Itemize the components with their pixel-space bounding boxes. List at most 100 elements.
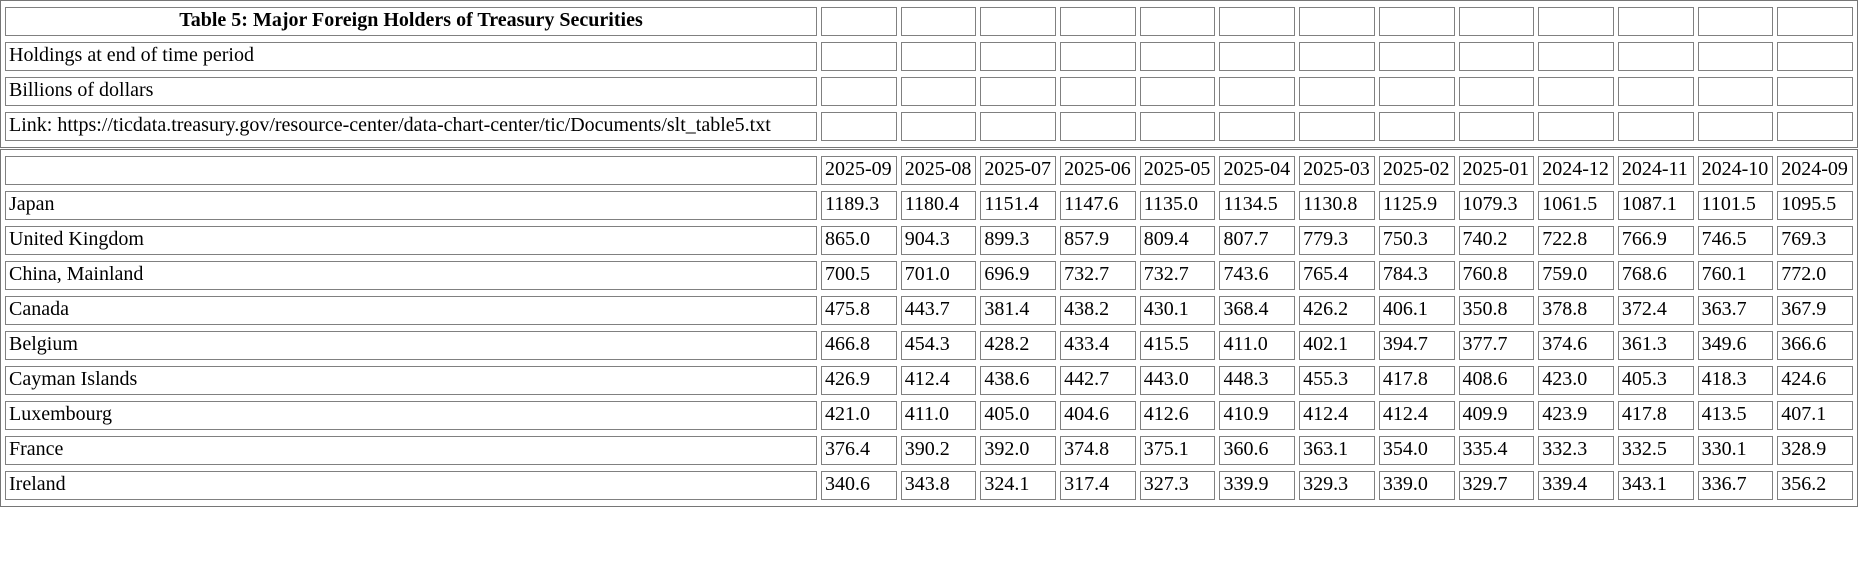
value-cell: 339.4: [1538, 471, 1614, 500]
value-cell: 374.8: [1060, 436, 1136, 465]
table-row: Belgium 466.8 454.3 428.2 433.4 415.5 411.0 402…: [5, 331, 1853, 360]
empty-cell: [980, 77, 1057, 106]
value-cell: 1125.9: [1378, 191, 1455, 220]
row-label: China, Mainland: [5, 261, 817, 290]
empty-cell: [1378, 42, 1455, 71]
column-header: 2024-10: [1697, 156, 1774, 185]
column-header: 2025-01: [1458, 156, 1535, 185]
column-header: 2025-06: [1060, 156, 1136, 185]
value-cell: 899.3: [980, 226, 1057, 255]
value-cell: 412.4: [1299, 401, 1375, 430]
units-note: Billions of dollars: [5, 77, 817, 106]
value-cell: 404.6: [1060, 401, 1136, 430]
value-cell: 412.4: [1378, 401, 1455, 430]
table-title: Table 5: Major Foreign Holders of Treasu…: [5, 7, 817, 36]
value-cell: 367.9: [1777, 296, 1853, 325]
value-cell: 378.8: [1538, 296, 1614, 325]
value-cell: 454.3: [900, 331, 977, 360]
value-cell: 701.0: [900, 261, 977, 290]
value-cell: 409.9: [1458, 401, 1535, 430]
empty-cell: [900, 112, 977, 141]
value-cell: 433.4: [1060, 331, 1136, 360]
value-cell: 772.0: [1777, 261, 1853, 290]
value-cell: 765.4: [1299, 261, 1375, 290]
value-cell: 466.8: [821, 331, 897, 360]
value-cell: 394.7: [1378, 331, 1455, 360]
empty-cell: [1378, 77, 1455, 106]
value-cell: 332.5: [1617, 436, 1694, 465]
column-header: 2025-02: [1378, 156, 1455, 185]
row-label: Japan: [5, 191, 817, 220]
empty-cell: [1139, 77, 1216, 106]
column-header: 2024-09: [1777, 156, 1853, 185]
value-cell: 356.2: [1777, 471, 1853, 500]
empty-cell: [1139, 112, 1216, 141]
value-cell: 426.9: [821, 366, 897, 395]
value-cell: 412.4: [900, 366, 977, 395]
value-cell: 336.7: [1697, 471, 1774, 500]
value-cell: 455.3: [1299, 366, 1375, 395]
empty-cell: [900, 77, 977, 106]
value-cell: 405.0: [980, 401, 1057, 430]
value-cell: 410.9: [1219, 401, 1296, 430]
empty-cell: [980, 7, 1057, 36]
empty-cell: [1697, 42, 1774, 71]
row-label: France: [5, 436, 817, 465]
empty-cell: [1299, 7, 1375, 36]
title-row: Table 5: Major Foreign Holders of Treasu…: [5, 7, 1853, 36]
value-cell: 768.6: [1617, 261, 1694, 290]
data-table: 2025-09 2025-08 2025-07 2025-06 2025-05 2025-…: [0, 149, 1858, 507]
row-label: Belgium: [5, 331, 817, 360]
value-cell: 402.1: [1299, 331, 1375, 360]
value-cell: 418.3: [1697, 366, 1774, 395]
value-cell: 722.8: [1538, 226, 1614, 255]
column-header: 2025-08: [900, 156, 977, 185]
value-cell: 857.9: [1060, 226, 1136, 255]
value-cell: 696.9: [980, 261, 1057, 290]
units-note-row: Billions of dollars: [5, 77, 1853, 106]
value-cell: 732.7: [1060, 261, 1136, 290]
value-cell: 1147.6: [1060, 191, 1136, 220]
value-cell: 330.1: [1697, 436, 1774, 465]
empty-cell: [821, 77, 897, 106]
value-cell: 1151.4: [980, 191, 1057, 220]
value-cell: 700.5: [821, 261, 897, 290]
empty-cell: [1139, 42, 1216, 71]
value-cell: 426.2: [1299, 296, 1375, 325]
link-text: Link: https://ticdata.treasury.gov/resou…: [5, 112, 817, 141]
value-cell: 1087.1: [1617, 191, 1694, 220]
value-cell: 430.1: [1139, 296, 1216, 325]
empty-cell: [821, 42, 897, 71]
value-cell: 421.0: [821, 401, 897, 430]
value-cell: 335.4: [1458, 436, 1535, 465]
row-label: Luxembourg: [5, 401, 817, 430]
table-row: Canada 475.8 443.7 381.4 438.2 430.1 368.4 426.…: [5, 296, 1853, 325]
empty-cell: [1060, 7, 1136, 36]
value-cell: 413.5: [1697, 401, 1774, 430]
empty-cell: [1697, 112, 1774, 141]
value-cell: 374.6: [1538, 331, 1614, 360]
value-cell: 423.0: [1538, 366, 1614, 395]
row-label: Canada: [5, 296, 817, 325]
value-cell: 327.3: [1139, 471, 1216, 500]
value-cell: 443.0: [1139, 366, 1216, 395]
empty-cell: [1777, 77, 1853, 106]
value-cell: 746.5: [1697, 226, 1774, 255]
empty-cell: [821, 112, 897, 141]
empty-cell: [1617, 42, 1694, 71]
value-cell: 343.8: [900, 471, 977, 500]
value-cell: 740.2: [1458, 226, 1535, 255]
empty-cell: [1060, 42, 1136, 71]
value-cell: 366.6: [1777, 331, 1853, 360]
value-cell: 375.1: [1139, 436, 1216, 465]
table-row: Japan 1189.3 1180.4 1151.4 1147.6 1135.0 1134.…: [5, 191, 1853, 220]
value-cell: 339.9: [1219, 471, 1296, 500]
value-cell: 904.3: [900, 226, 977, 255]
empty-cell: [1219, 77, 1296, 106]
value-cell: 408.6: [1458, 366, 1535, 395]
empty-cell: [1617, 77, 1694, 106]
value-cell: 332.3: [1538, 436, 1614, 465]
value-cell: 392.0: [980, 436, 1057, 465]
value-cell: 809.4: [1139, 226, 1216, 255]
value-cell: 411.0: [900, 401, 977, 430]
